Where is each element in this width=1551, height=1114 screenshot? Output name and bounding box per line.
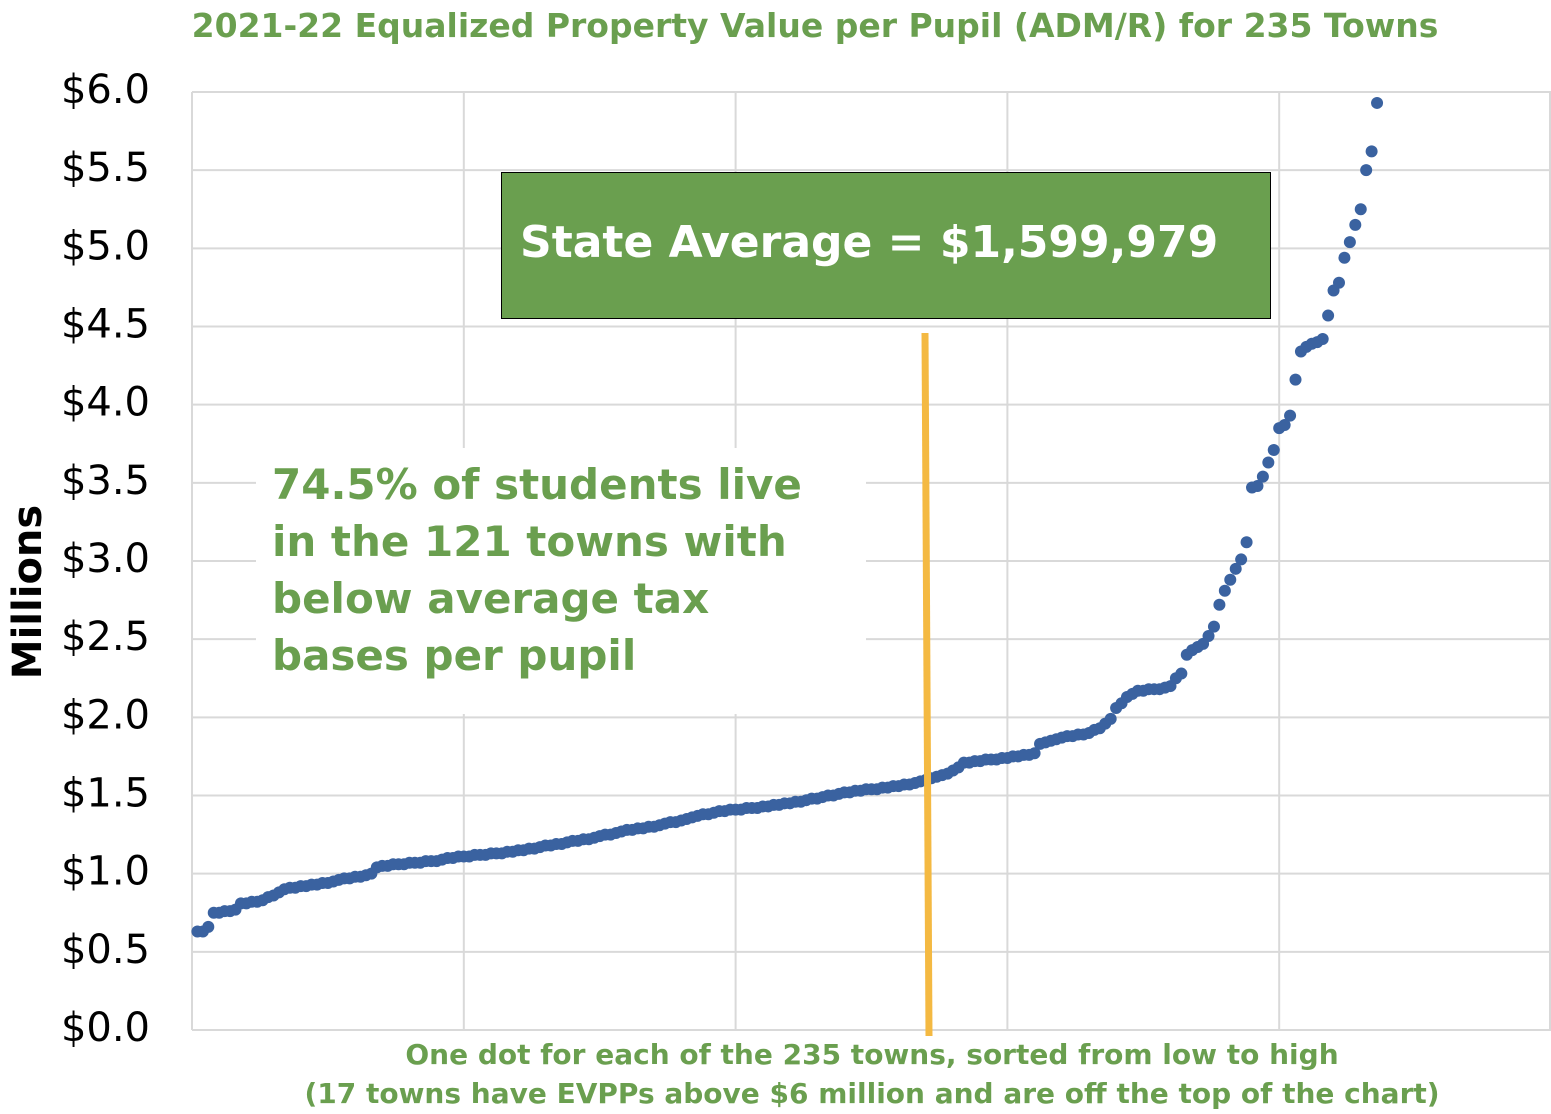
point [1104,712,1117,725]
y-tick-label: $1.5 [61,771,150,817]
point [1349,218,1362,231]
y-tick-label: $2.0 [61,692,150,738]
point [1240,536,1253,549]
y-tick-label: $5.5 [61,145,150,191]
y-tick-label: $4.0 [61,380,150,426]
point [1332,276,1345,289]
point [202,920,215,933]
y-axis-label: Millions [5,505,51,679]
point [1322,309,1335,322]
y-tick-label: $2.5 [61,614,150,660]
point [1289,373,1302,386]
point [1354,203,1367,216]
y-tick-label: $1.0 [61,849,150,895]
point [1213,598,1226,611]
x-axis-label: (17 towns have EVPPs above $6 million an… [304,1077,1440,1110]
point [1224,573,1237,586]
point [1284,409,1297,422]
y-tick-label: $0.0 [61,1005,150,1051]
point [1343,236,1356,249]
point [1316,333,1329,346]
point [1371,96,1384,109]
annotation-note: 74.5% of students live in the 121 towns … [256,448,866,714]
note-line: in the 121 towns with [272,517,787,566]
note-line: below average tax [272,574,710,623]
point [1278,418,1291,431]
y-tick-label: $3.0 [61,536,150,582]
y-tick-label: $6.0 [61,67,150,113]
point [1175,667,1188,680]
point [1235,553,1248,566]
point [1338,251,1351,264]
y-tick-label: $4.5 [61,302,150,348]
note-line: bases per pupil [272,631,637,680]
x-axis-label: One dot for each of the 235 towns, sorte… [405,1038,1339,1071]
point [1251,479,1264,492]
point [1360,164,1373,177]
point [1207,620,1220,633]
point [1256,470,1269,483]
note-line: 74.5% of students live [272,460,802,509]
point [1202,630,1215,643]
annotation-box: State Average = $1,599,979 [501,172,1271,319]
point [1262,456,1275,469]
y-tick-label: $3.5 [61,458,150,504]
point [1218,584,1231,597]
y-tick-label: $0.5 [61,927,150,973]
point [1229,562,1242,575]
point [1365,145,1378,158]
point [1028,747,1041,760]
point [1267,444,1280,457]
y-tick-label: $5.0 [61,223,150,269]
chart-title: 2021-22 Equalized Property Value per Pup… [191,6,1439,45]
